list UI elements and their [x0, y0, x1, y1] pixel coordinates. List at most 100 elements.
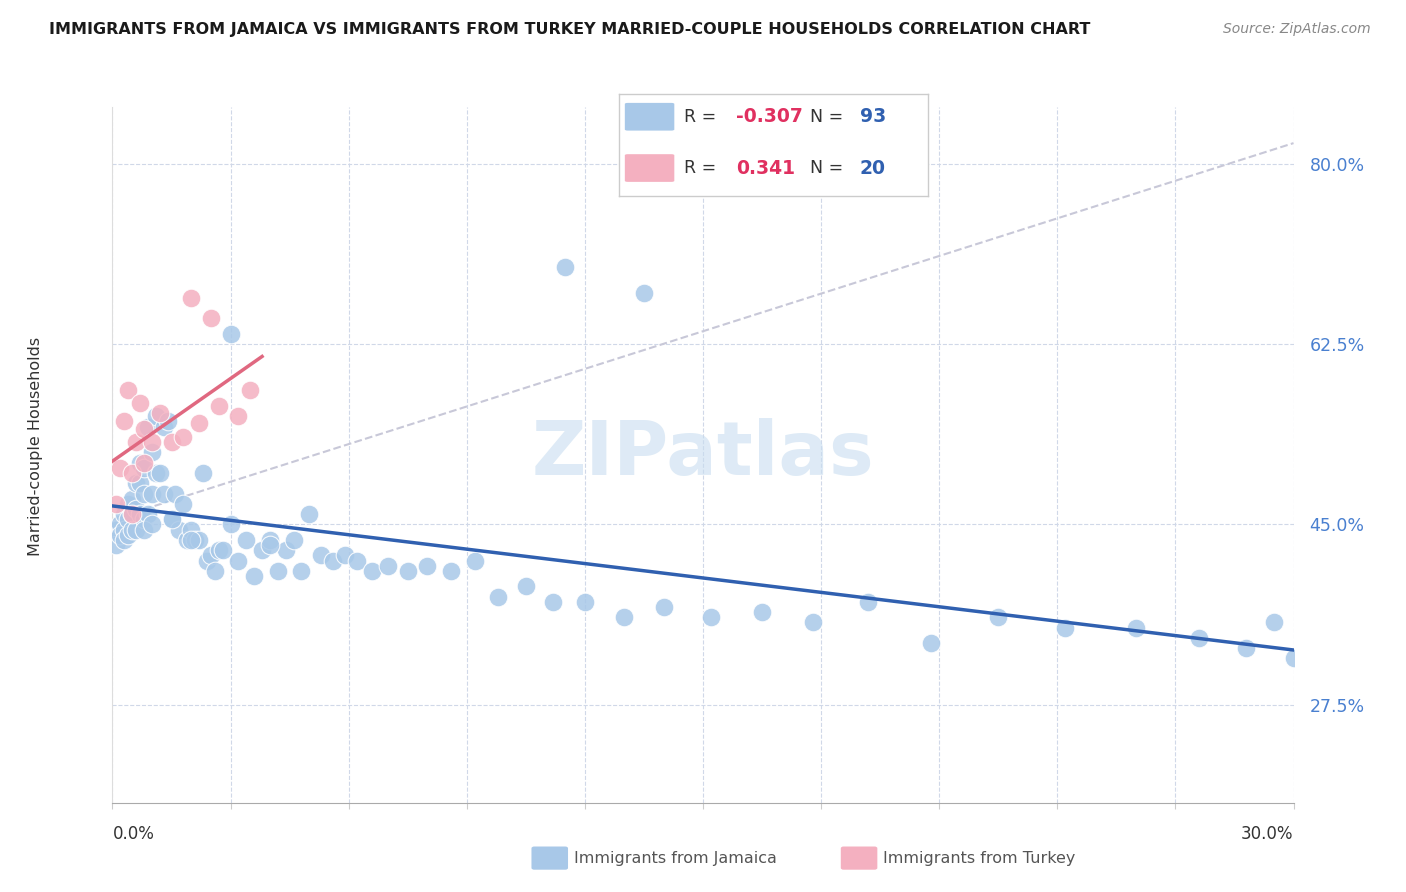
Point: [152, 419, 174, 434]
Point: [125, 502, 148, 516]
Point: [200, 549, 222, 563]
Point: [259, 533, 281, 547]
Point: [112, 414, 135, 428]
Text: Source: ZipAtlas.com: Source: ZipAtlas.com: [1223, 22, 1371, 37]
Point: [132, 422, 155, 436]
Point: [165, 486, 187, 500]
Point: [110, 517, 132, 532]
Point: [105, 497, 128, 511]
Point: [121, 466, 143, 480]
Point: [188, 533, 211, 547]
Point: [129, 476, 152, 491]
Point: [132, 523, 155, 537]
Point: [149, 466, 172, 480]
Point: [211, 543, 233, 558]
Text: R =: R =: [683, 108, 716, 126]
Point: [121, 491, 143, 506]
Text: IMMIGRANTS FROM JAMAICA VS IMMIGRANTS FROM TURKEY MARRIED-COUPLE HOUSEHOLDS CORR: IMMIGRANTS FROM JAMAICA VS IMMIGRANTS FR…: [49, 22, 1091, 37]
Point: [110, 460, 132, 475]
Point: [1125, 621, 1147, 635]
Point: [228, 409, 250, 424]
Point: [125, 435, 148, 450]
Point: [309, 549, 332, 563]
Point: [169, 523, 191, 537]
Point: [125, 523, 148, 537]
Point: [149, 406, 172, 420]
Point: [208, 399, 231, 413]
Point: [219, 326, 242, 341]
Point: [121, 523, 143, 537]
Point: [180, 533, 202, 547]
Point: [121, 507, 143, 521]
Point: [105, 523, 128, 537]
Point: [801, 615, 824, 630]
Point: [141, 435, 163, 450]
Point: [136, 419, 159, 434]
Point: [129, 507, 152, 521]
Point: [110, 528, 132, 542]
Point: [440, 564, 463, 578]
Point: [219, 517, 242, 532]
Point: [228, 553, 250, 567]
Point: [920, 636, 942, 650]
Point: [129, 456, 152, 470]
Point: [152, 486, 174, 500]
Point: [195, 553, 218, 567]
FancyBboxPatch shape: [624, 103, 675, 130]
Point: [136, 507, 159, 521]
Text: R =: R =: [683, 159, 716, 177]
Text: 20: 20: [860, 159, 886, 178]
Point: [105, 538, 128, 552]
Point: [574, 595, 596, 609]
Point: [156, 414, 179, 428]
Point: [274, 543, 297, 558]
Text: 0.341: 0.341: [737, 159, 796, 178]
Text: Immigrants from Turkey: Immigrants from Turkey: [883, 851, 1076, 865]
Point: [613, 610, 636, 624]
Point: [416, 558, 439, 573]
Point: [396, 564, 419, 578]
Point: [172, 497, 194, 511]
Point: [180, 291, 202, 305]
Point: [700, 610, 723, 624]
Point: [172, 430, 194, 444]
Point: [112, 533, 135, 547]
Point: [141, 517, 163, 532]
Point: [1234, 641, 1257, 656]
Text: 93: 93: [860, 107, 886, 127]
Point: [243, 569, 266, 583]
Point: [543, 595, 565, 609]
Point: [184, 533, 207, 547]
Point: [361, 564, 384, 578]
Point: [188, 417, 211, 431]
Point: [132, 456, 155, 470]
Point: [125, 476, 148, 491]
Point: [554, 260, 576, 274]
Point: [333, 549, 356, 563]
Point: [180, 523, 202, 537]
Point: [117, 384, 139, 398]
Point: [250, 543, 273, 558]
Text: 0.0%: 0.0%: [112, 825, 155, 843]
Text: N =: N =: [810, 108, 844, 126]
Point: [121, 507, 143, 521]
Point: [132, 460, 155, 475]
Point: [515, 579, 537, 593]
Point: [141, 445, 163, 459]
Point: [200, 311, 222, 326]
Point: [129, 396, 152, 410]
Point: [235, 533, 257, 547]
Point: [141, 486, 163, 500]
Point: [145, 409, 167, 424]
Point: [259, 538, 281, 552]
Point: [132, 486, 155, 500]
Point: [160, 512, 183, 526]
Point: [290, 564, 312, 578]
Point: [208, 543, 231, 558]
Point: [346, 553, 368, 567]
Point: [486, 590, 509, 604]
Point: [322, 553, 344, 567]
Point: [112, 523, 135, 537]
Point: [117, 512, 139, 526]
Point: [160, 512, 183, 526]
